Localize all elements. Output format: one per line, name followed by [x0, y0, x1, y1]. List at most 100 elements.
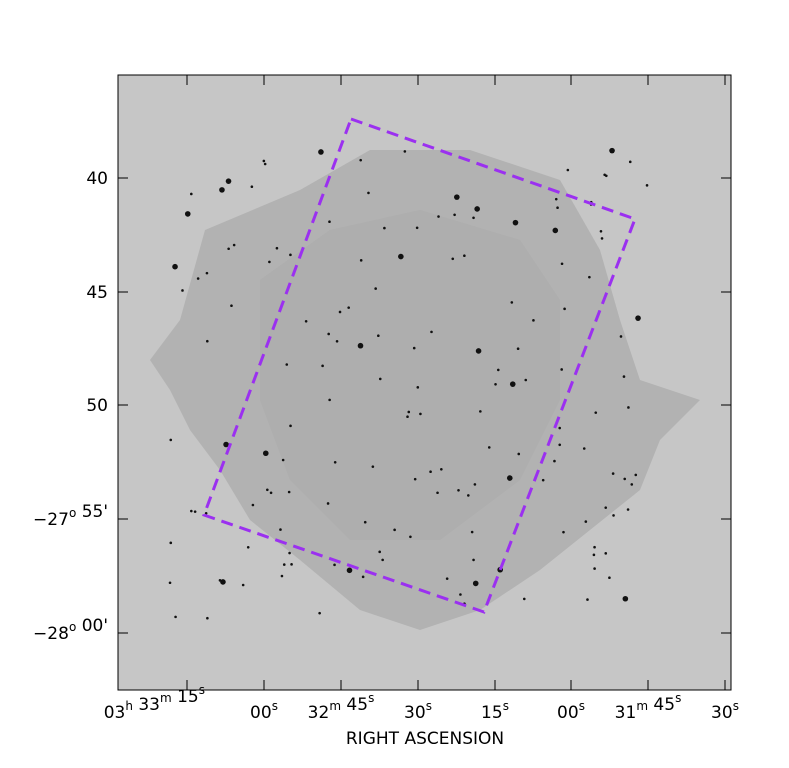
star	[169, 438, 173, 442]
star	[241, 583, 245, 587]
tick-number: 45	[86, 283, 108, 303]
star	[318, 611, 321, 615]
star	[279, 528, 282, 531]
tick-number: 00'	[82, 616, 108, 636]
tick-unit: m	[160, 691, 172, 705]
star	[304, 319, 308, 323]
star	[588, 275, 591, 279]
star	[445, 577, 449, 580]
tick-unit: s	[675, 691, 681, 705]
star	[206, 339, 209, 343]
star	[558, 443, 562, 447]
tick-label: 30s	[711, 699, 739, 723]
star	[600, 237, 604, 240]
star	[609, 147, 615, 154]
star	[225, 178, 232, 184]
star	[457, 488, 460, 492]
star	[440, 468, 443, 471]
star	[474, 206, 480, 212]
star	[560, 368, 563, 371]
star	[628, 160, 632, 164]
star	[562, 530, 565, 534]
star	[246, 546, 250, 549]
tick-unit: h	[125, 699, 133, 713]
star	[327, 332, 330, 336]
tick-unit: s	[579, 699, 585, 713]
star	[622, 375, 626, 378]
star	[626, 508, 630, 511]
star	[627, 406, 630, 409]
star	[563, 307, 566, 311]
tick-number: 55'	[82, 502, 108, 522]
nebula-core	[260, 210, 560, 540]
field-outline	[202, 117, 637, 614]
star	[612, 514, 615, 517]
star	[174, 615, 177, 619]
star	[223, 441, 229, 448]
star	[357, 342, 364, 349]
star	[288, 551, 291, 555]
star	[419, 412, 422, 416]
star	[416, 386, 420, 389]
star	[289, 424, 292, 428]
tick-unit: m	[636, 699, 648, 713]
star	[204, 511, 208, 515]
star	[415, 226, 419, 230]
star	[232, 243, 236, 247]
tick-label: −28o 00'	[33, 616, 108, 644]
star	[346, 567, 353, 574]
star	[522, 597, 526, 601]
star	[635, 315, 641, 321]
star	[359, 158, 362, 162]
star	[554, 197, 558, 201]
star	[516, 347, 520, 350]
star	[168, 581, 172, 585]
tick-number: 15	[177, 687, 199, 707]
star	[558, 426, 562, 430]
star	[619, 335, 623, 338]
star	[599, 229, 603, 233]
star	[181, 289, 184, 292]
star	[494, 382, 497, 386]
star	[566, 168, 570, 172]
star	[512, 219, 519, 226]
star	[169, 541, 173, 545]
star	[328, 220, 331, 224]
star	[190, 509, 193, 513]
star	[475, 348, 482, 354]
star	[378, 377, 382, 381]
star	[592, 553, 596, 557]
tick-unit: s	[503, 699, 509, 713]
tick-unit: o	[69, 620, 76, 634]
star	[285, 363, 289, 366]
star	[275, 246, 279, 250]
tick-number: 03	[104, 703, 126, 723]
tick-unit: s	[272, 699, 278, 713]
tick-number: 32	[308, 703, 330, 723]
star	[463, 254, 466, 257]
star	[459, 593, 462, 596]
star	[611, 472, 615, 475]
star	[378, 550, 381, 554]
tick-number: 00	[557, 703, 579, 723]
tick-label: 45	[86, 283, 108, 303]
star	[205, 271, 209, 275]
star	[338, 310, 342, 314]
star	[436, 491, 439, 495]
star	[318, 149, 324, 155]
star	[328, 398, 331, 402]
star	[184, 211, 191, 217]
tick-number: 00	[250, 703, 272, 723]
star	[281, 458, 285, 462]
star	[472, 558, 475, 562]
tick-number: 50	[86, 396, 108, 416]
tick-label: 40	[86, 169, 108, 189]
star	[586, 598, 589, 601]
star	[510, 301, 514, 304]
star	[227, 247, 230, 251]
star	[517, 452, 521, 456]
star	[361, 575, 365, 579]
star	[604, 552, 608, 555]
star	[381, 558, 384, 562]
tick-number: 31	[615, 703, 637, 723]
